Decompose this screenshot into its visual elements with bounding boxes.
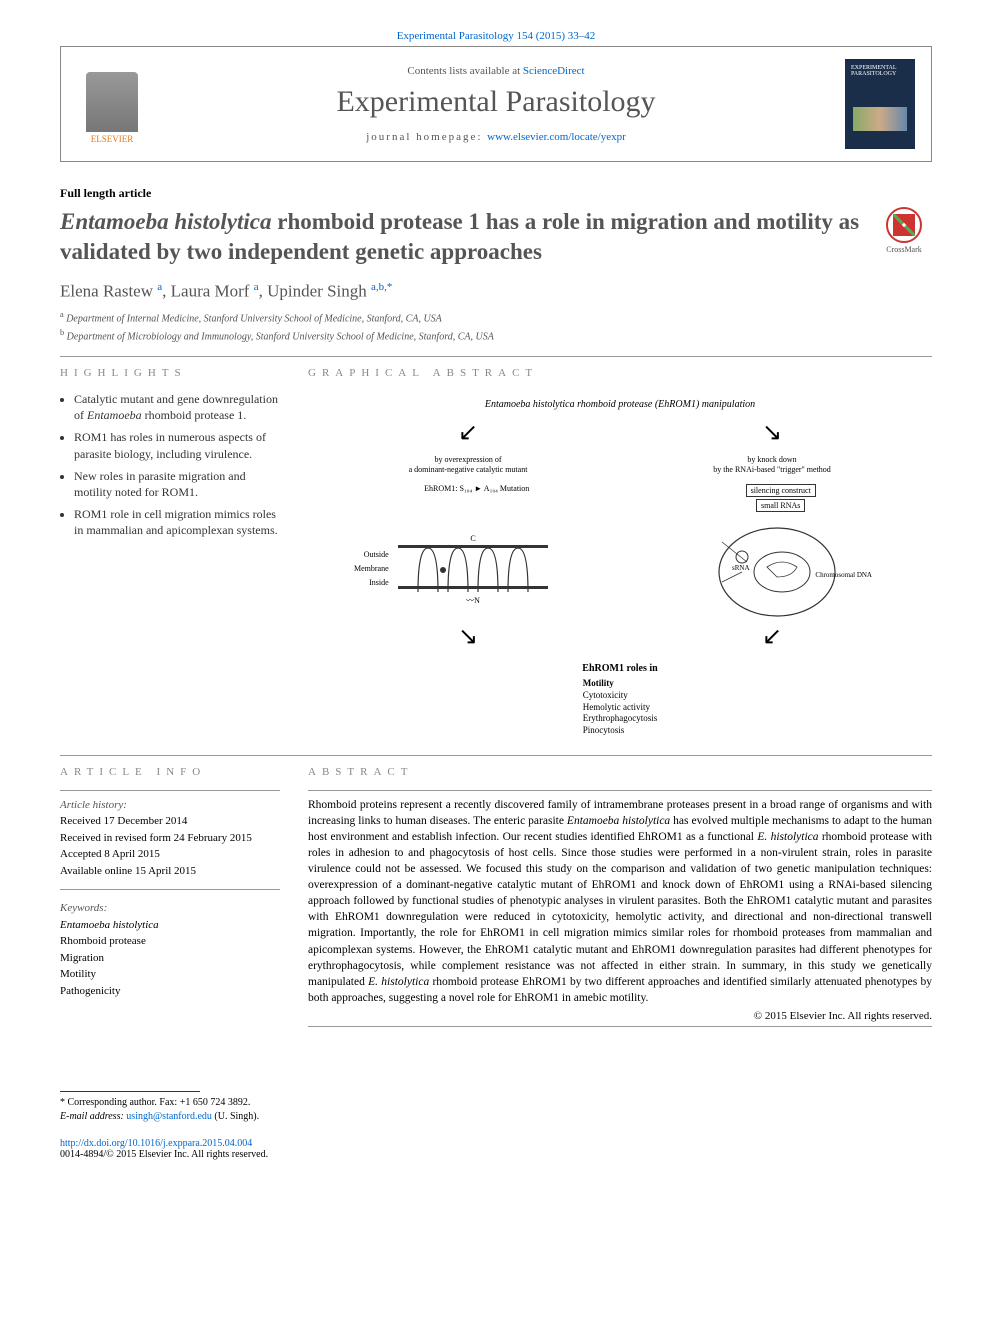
arrow-icon: ↙ [458, 418, 478, 447]
arrow-icon: ↘ [762, 418, 782, 447]
highlights-label: HIGHLIGHTS [60, 367, 280, 379]
doi-link[interactable]: http://dx.doi.org/10.1016/j.exppara.2015… [60, 1138, 252, 1149]
ga-left-sub: EhROM1: S₁₀₄ ► A₁₀₄ Mutation [424, 484, 529, 512]
homepage-line: journal homepage: www.elsevier.com/locat… [147, 131, 845, 143]
abstract-text: Rhomboid proteins represent a recently d… [308, 797, 932, 1006]
graphical-abstract-label: GRAPHICAL ABSTRACT [308, 367, 932, 379]
highlight-item: ROM1 role in cell migration mimics roles… [74, 506, 280, 538]
article-title: Entamoeba histolytica rhomboid protease … [60, 207, 860, 267]
journal-reference[interactable]: Experimental Parasitology 154 (2015) 33–… [60, 30, 932, 42]
journal-header: ELSEVIER Contents lists available at Sci… [60, 46, 932, 162]
ga-result-list: Motility Cytotoxicity Hemolytic activity… [583, 678, 658, 736]
article-type: Full length article [60, 186, 932, 201]
article-history: Article history: Received 17 December 20… [60, 797, 280, 880]
ga-cell-diagram: Chromosomal DNA sRNA [712, 522, 842, 622]
authors: Elena Rastew a, Laura Morf a, Upinder Si… [60, 281, 932, 302]
highlight-item: ROM1 has roles in numerous aspects of pa… [74, 429, 280, 461]
article-info-label: ARTICLE INFO [60, 766, 280, 778]
highlight-item: New roles in parasite migration and moti… [74, 468, 280, 500]
email-link[interactable]: usingh@stanford.edu [126, 1111, 212, 1122]
ga-membrane-diagram: Outside Membrane Inside C [398, 545, 548, 589]
crossmark-badge[interactable]: CrossMark [876, 207, 932, 254]
copyright: © 2015 Elsevier Inc. All rights reserved… [308, 1010, 932, 1022]
doi-block: http://dx.doi.org/10.1016/j.exppara.2015… [60, 1138, 932, 1160]
journal-name: Experimental Parasitology [147, 85, 845, 119]
homepage-link[interactable]: www.elsevier.com/locate/yexpr [487, 131, 626, 143]
abstract-label: ABSTRACT [308, 766, 932, 778]
arrow-icon: ↘ [458, 622, 478, 651]
arrow-icon: ↙ [762, 622, 782, 651]
contents-line: Contents lists available at ScienceDirec… [147, 65, 845, 77]
ga-result-title: EhROM1 roles in [316, 663, 924, 674]
ga-right-method: by knock down by the RNAi-based "trigger… [635, 455, 909, 474]
corresponding-author-note: * Corresponding author. Fax: +1 650 724 … [60, 1096, 932, 1124]
ga-right-sub: silencing construct small RNAs [746, 484, 816, 512]
journal-cover-thumb: EXPERIMENTAL PARASITOLOGY [845, 59, 915, 149]
affiliations: a Department of Internal Medicine, Stanf… [60, 309, 932, 344]
ga-left-method: by overexpression of a dominant-negative… [331, 455, 605, 474]
keywords: Keywords: Entamoeba histolytica Rhomboid… [60, 900, 280, 999]
highlight-item: Catalytic mutant and gene downregulation… [74, 391, 280, 423]
highlights-list: Catalytic mutant and gene downregulation… [60, 391, 280, 539]
elsevier-logo: ELSEVIER [77, 64, 147, 144]
graphical-abstract: Entamoeba histolytica rhomboid protease … [308, 391, 932, 745]
sciencedirect-link[interactable]: ScienceDirect [523, 65, 585, 77]
